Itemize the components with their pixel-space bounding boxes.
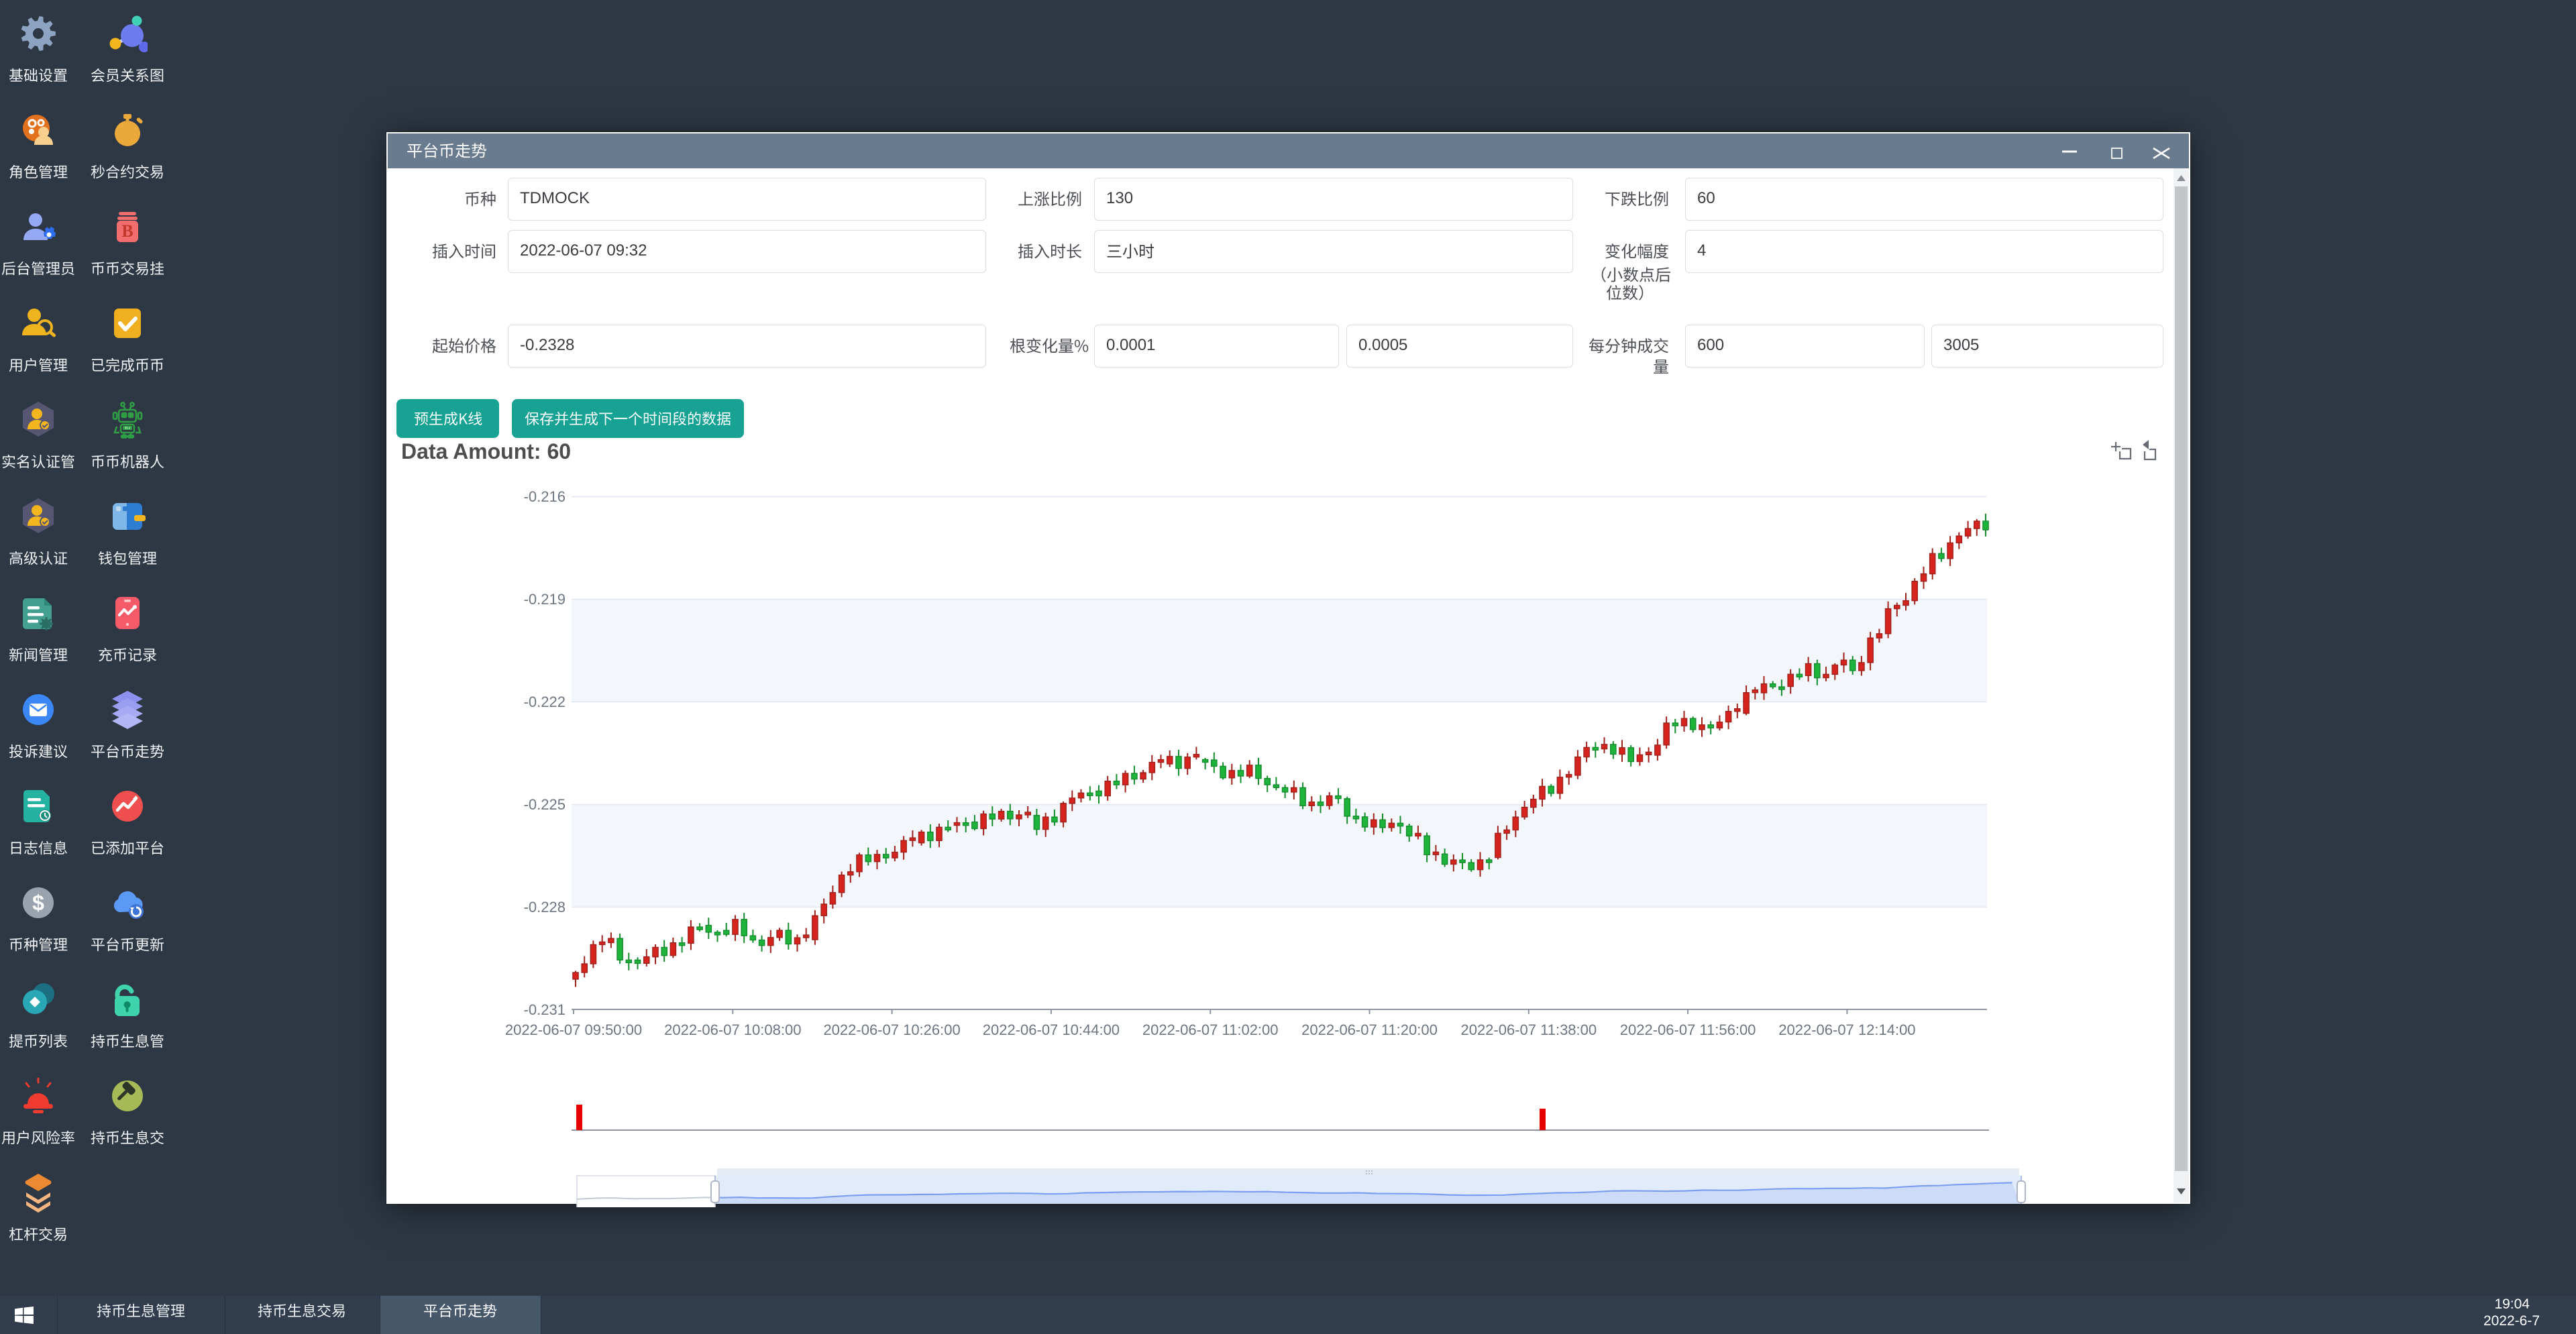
svg-text:-0.228: -0.228	[524, 899, 566, 915]
svg-text:2022-06-07 11:56:00: 2022-06-07 11:56:00	[1620, 1021, 1756, 1038]
svg-text:2022-06-07 11:02:00: 2022-06-07 11:02:00	[1142, 1021, 1279, 1038]
svg-text:2022-06-07 10:44:00: 2022-06-07 10:44:00	[983, 1021, 1120, 1038]
svg-text:2022-06-07 12:14:00: 2022-06-07 12:14:00	[1778, 1021, 1915, 1038]
svg-text:B: B	[121, 221, 133, 241]
svg-text:-0.219: -0.219	[524, 591, 566, 608]
svg-text:-0.231: -0.231	[524, 1001, 566, 1018]
svg-text:-0.216: -0.216	[524, 488, 566, 505]
svg-text:iBot: iBot	[125, 427, 131, 431]
svg-text:-0.222: -0.222	[524, 693, 566, 710]
svg-text:2022-06-07 11:20:00: 2022-06-07 11:20:00	[1301, 1021, 1438, 1038]
svg-text:2022-06-07 10:26:00: 2022-06-07 10:26:00	[823, 1021, 960, 1038]
svg-text:$: $	[32, 891, 44, 915]
svg-text:2022-06-07 10:08:00: 2022-06-07 10:08:00	[664, 1021, 801, 1038]
svg-text:2022-06-07 09:50:00: 2022-06-07 09:50:00	[505, 1021, 642, 1038]
svg-text:2022-06-07 11:38:00: 2022-06-07 11:38:00	[1460, 1021, 1597, 1038]
svg-text:-0.225: -0.225	[524, 796, 566, 813]
